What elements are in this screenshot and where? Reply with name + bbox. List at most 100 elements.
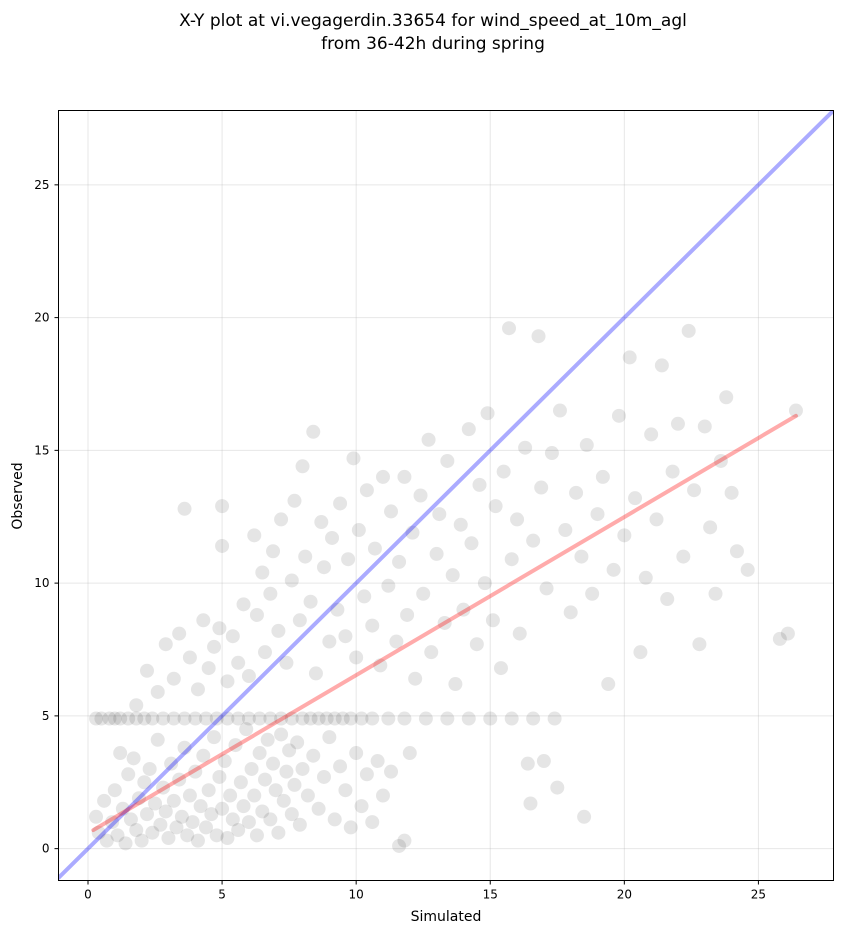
scatter-point bbox=[220, 831, 235, 846]
scatter-point bbox=[384, 764, 399, 779]
scatter-point bbox=[271, 623, 286, 638]
scatter-point bbox=[266, 756, 281, 771]
scatter-point bbox=[697, 419, 712, 434]
scatter-point bbox=[236, 799, 251, 814]
scatter-point bbox=[295, 761, 310, 776]
scatter-point bbox=[724, 485, 739, 500]
scatter-point bbox=[397, 711, 412, 726]
x-tick-label: 25 bbox=[751, 888, 766, 902]
scatter-point bbox=[190, 682, 205, 697]
scatter-point bbox=[306, 424, 321, 439]
scatter-point bbox=[196, 748, 211, 763]
scatter-point bbox=[212, 769, 227, 784]
scatter-point bbox=[164, 756, 179, 771]
scatter-point bbox=[89, 809, 104, 824]
scatter-point bbox=[166, 711, 181, 726]
scatter-point bbox=[290, 735, 305, 750]
x-tick-label: 10 bbox=[349, 888, 364, 902]
scatter-point bbox=[534, 480, 549, 495]
scatter-point bbox=[437, 615, 452, 630]
scatter-point bbox=[579, 438, 594, 453]
scatter-point bbox=[97, 793, 112, 808]
scatter-point bbox=[292, 613, 307, 628]
scatter-point bbox=[440, 453, 455, 468]
scatter-point bbox=[113, 711, 128, 726]
scatter-point bbox=[539, 581, 554, 596]
scatter-point bbox=[137, 775, 152, 790]
scatter-point bbox=[477, 576, 492, 591]
scatter-point bbox=[177, 711, 192, 726]
scatter-point bbox=[563, 605, 578, 620]
x-tick-label: 20 bbox=[617, 888, 632, 902]
scatter-point bbox=[153, 817, 168, 832]
scatter-point bbox=[287, 493, 302, 508]
scatter-point bbox=[400, 607, 415, 622]
scatter-point bbox=[241, 711, 256, 726]
scatter-point bbox=[249, 607, 264, 622]
scatter-point bbox=[212, 621, 227, 636]
scatter-point bbox=[255, 804, 270, 819]
scatter-point bbox=[198, 820, 213, 835]
scatter-point bbox=[343, 820, 358, 835]
scatter-point bbox=[174, 809, 189, 824]
y-tick-label: 10 bbox=[34, 576, 49, 590]
scatter-point bbox=[574, 549, 589, 564]
scatter-point bbox=[129, 823, 144, 838]
scatter-point bbox=[139, 807, 154, 822]
scatter-point bbox=[241, 815, 256, 830]
scatter-point bbox=[274, 512, 289, 527]
scatter-point bbox=[375, 788, 390, 803]
scatter-point bbox=[408, 671, 423, 686]
scatter-point bbox=[180, 828, 195, 843]
scatter-point bbox=[193, 799, 208, 814]
scatter-point bbox=[518, 440, 533, 455]
scatter-point bbox=[220, 711, 235, 726]
scatter-point bbox=[676, 549, 691, 564]
scatter-point bbox=[456, 602, 471, 617]
scatter-point bbox=[681, 323, 696, 338]
scatter-point bbox=[719, 390, 734, 405]
scatter-point bbox=[464, 536, 479, 551]
scatter-point bbox=[633, 645, 648, 660]
scatter-point bbox=[359, 767, 374, 782]
scatter-point bbox=[617, 528, 632, 543]
scatter-point bbox=[156, 780, 171, 795]
scatter-point bbox=[201, 661, 216, 676]
scatter-point bbox=[713, 453, 728, 468]
scatter-point bbox=[177, 740, 192, 755]
scatter-point bbox=[287, 777, 302, 792]
scatter-point bbox=[244, 761, 259, 776]
scatter-point bbox=[306, 748, 321, 763]
scatter-point bbox=[440, 711, 455, 726]
scatter-point bbox=[121, 711, 136, 726]
scatter-point bbox=[182, 788, 197, 803]
scatter-point bbox=[308, 666, 323, 681]
scatter-point bbox=[384, 504, 399, 519]
scatter-point bbox=[448, 677, 463, 692]
scatter-point bbox=[223, 788, 238, 803]
scatter-point bbox=[370, 754, 385, 769]
scatter-point bbox=[536, 754, 551, 769]
regression-line bbox=[91, 413, 798, 833]
scatter-point bbox=[271, 825, 286, 840]
scatter-point bbox=[330, 602, 345, 617]
scatter-point bbox=[322, 634, 337, 649]
scatter-point bbox=[346, 451, 361, 466]
scatter-point bbox=[252, 711, 267, 726]
scatter-point bbox=[166, 671, 181, 686]
scatter-point bbox=[469, 637, 484, 652]
scatter-point bbox=[314, 515, 329, 530]
scatter-point bbox=[190, 833, 205, 848]
scatter-point bbox=[233, 775, 248, 790]
scatter-point bbox=[295, 459, 310, 474]
scatter-point bbox=[365, 618, 380, 633]
scatter-point bbox=[215, 801, 230, 816]
scatter-point bbox=[257, 645, 272, 660]
scatter-point bbox=[611, 408, 626, 423]
scatter-point bbox=[367, 541, 382, 556]
scatter-point bbox=[196, 613, 211, 628]
x-tick-label: 5 bbox=[218, 888, 226, 902]
scatter-point bbox=[303, 594, 318, 609]
scatter-point bbox=[416, 586, 431, 601]
scatter-point bbox=[670, 416, 685, 431]
